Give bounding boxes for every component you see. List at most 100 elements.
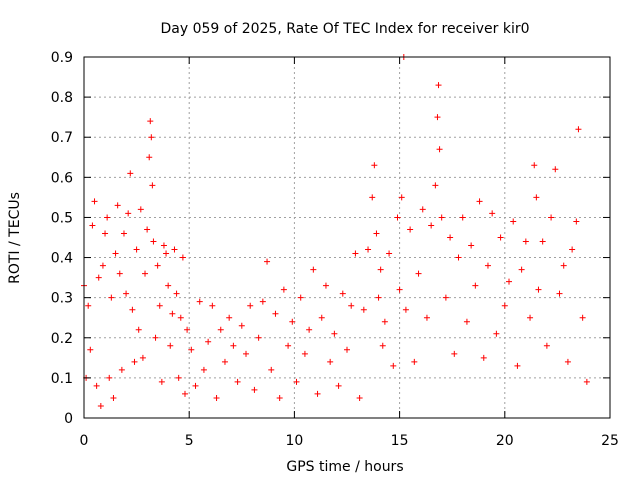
data-point: [205, 338, 212, 345]
data-point: [314, 390, 321, 397]
data-point: [463, 318, 470, 325]
data-point: [390, 362, 397, 369]
data-point: [428, 222, 435, 229]
data-point: [407, 226, 414, 233]
data-point: [396, 286, 403, 293]
y-tick-label: 0.7: [51, 130, 73, 146]
data-point: [184, 326, 191, 333]
data-point: [108, 294, 115, 301]
data-point: [480, 354, 487, 361]
y-tick-labels: 0 0.1 0.2 0.3 0.4 0.5 0.6 0.7 0.8 0.9: [51, 50, 73, 427]
x-tick-labels: 0 5 10 15 20 25: [80, 433, 619, 449]
data-point: [411, 358, 418, 365]
data-point: [539, 238, 546, 245]
data-point: [356, 394, 363, 401]
data-point: [451, 350, 458, 357]
data-point: [434, 114, 441, 121]
data-point: [331, 330, 338, 337]
data-point: [87, 346, 94, 353]
data-point: [156, 302, 163, 309]
data-point: [243, 350, 250, 357]
data-point: [493, 330, 500, 337]
data-point: [114, 202, 121, 209]
x-tick-label: 0: [80, 433, 89, 449]
data-point: [435, 82, 442, 89]
x-tick-label: 15: [391, 433, 409, 449]
data-point: [196, 298, 203, 305]
data-point: [527, 314, 534, 321]
data-point: [583, 378, 590, 385]
data-point: [188, 346, 195, 353]
data-point: [230, 342, 237, 349]
data-point: [543, 342, 550, 349]
data-point: [285, 342, 292, 349]
data-point: [179, 254, 186, 261]
data-point: [438, 214, 445, 221]
data-point: [104, 214, 111, 221]
data-point: [472, 282, 479, 289]
data-point: [556, 290, 563, 297]
y-tick-label: 0.6: [51, 170, 73, 186]
data-point: [381, 318, 388, 325]
data-point: [200, 366, 207, 373]
data-point: [280, 286, 287, 293]
data-point: [348, 302, 355, 309]
data-point: [102, 230, 109, 237]
data-point: [510, 218, 517, 225]
x-tick-label: 20: [496, 433, 514, 449]
data-point: [297, 294, 304, 301]
data-point: [415, 270, 422, 277]
y-tick-label: 0.9: [51, 50, 73, 66]
data-point: [91, 198, 98, 205]
data-point: [247, 302, 254, 309]
data-point: [484, 262, 491, 269]
data-point: [116, 270, 123, 277]
data-point: [339, 290, 346, 297]
data-point: [432, 182, 439, 189]
data-point: [192, 382, 199, 389]
data-point: [402, 306, 409, 313]
data-point: [112, 250, 119, 257]
data-point: [259, 298, 266, 305]
x-tick-label: 25: [601, 433, 619, 449]
data-point: [226, 314, 233, 321]
data-point: [163, 250, 170, 257]
data-point: [360, 306, 367, 313]
data-point: [142, 270, 149, 277]
data-point: [158, 378, 165, 385]
data-point: [552, 166, 559, 173]
data-point: [181, 390, 188, 397]
data-point: [459, 214, 466, 221]
data-point: [95, 274, 102, 281]
y-tick-label: 0.1: [51, 371, 73, 387]
data-point: [371, 162, 378, 169]
data-point: [468, 242, 475, 249]
data-point: [238, 322, 245, 329]
data-point: [344, 346, 350, 353]
data-point: [394, 214, 401, 221]
data-point: [125, 210, 132, 217]
data-point: [133, 246, 140, 253]
data-point: [110, 394, 117, 401]
data-point: [455, 254, 462, 261]
data-point: [272, 310, 279, 317]
y-tick-label: 0.5: [51, 210, 73, 226]
x-tick-label: 10: [285, 433, 303, 449]
data-point: [476, 198, 483, 205]
data-point: [375, 294, 382, 301]
data-point: [264, 258, 271, 265]
data-point: [175, 374, 182, 381]
data-point: [97, 402, 104, 409]
data-point: [129, 306, 136, 313]
data-point: [150, 238, 157, 245]
data-point: [268, 366, 275, 373]
data-point: [139, 354, 146, 361]
data-point: [127, 170, 134, 177]
data-point: [327, 358, 334, 365]
data-point: [335, 382, 342, 389]
data-point: [209, 302, 216, 309]
data-point: [579, 314, 586, 321]
data-point: [213, 394, 220, 401]
data-point: [489, 210, 496, 217]
data-point: [135, 326, 142, 333]
